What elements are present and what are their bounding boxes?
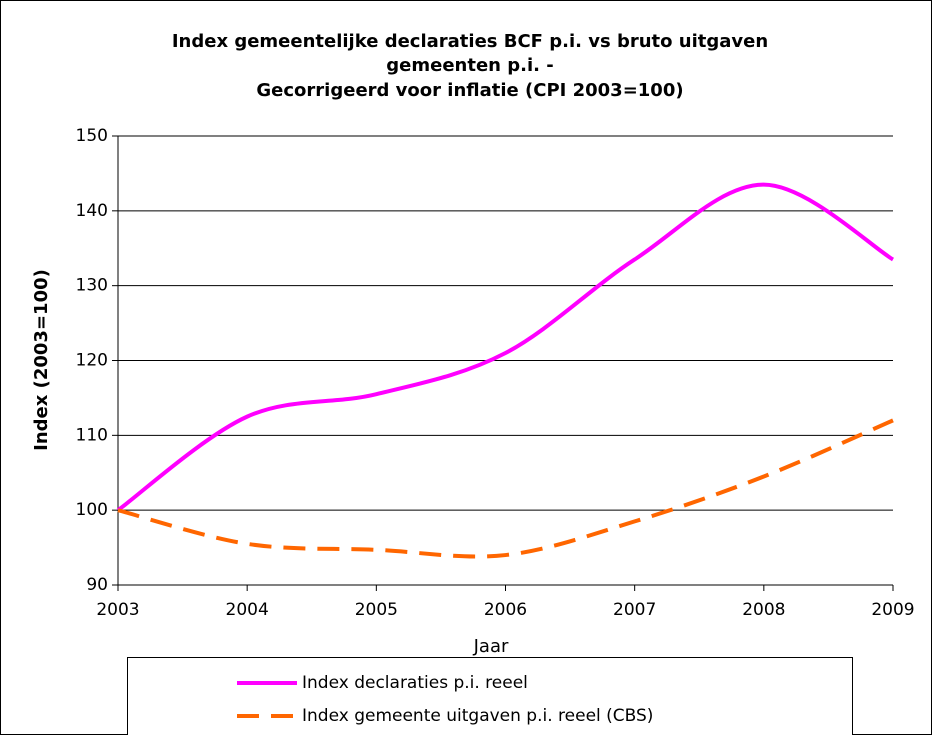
y-tick-label: 150 — [76, 126, 108, 146]
y-axis-label: Index (2003=100) — [31, 269, 52, 451]
chart-title: gemeenten p.i. - — [386, 55, 553, 76]
x-tick-label: 2008 — [742, 600, 785, 620]
chart-title: Gecorrigeerd voor inflatie (CPI 2003=100… — [256, 80, 683, 101]
x-tick-label: 2009 — [871, 600, 914, 620]
series-line — [116, 182, 895, 512]
legend-label: Index gemeente uitgaven p.i. reeel (CBS) — [302, 706, 653, 726]
x-tick-label: 2005 — [355, 600, 398, 620]
x-tick-label: 2006 — [484, 600, 527, 620]
y-tick-label: 90 — [86, 575, 108, 595]
y-tick-label: 130 — [76, 276, 108, 296]
x-tick-label: 2004 — [226, 600, 269, 620]
y-tick-label: 140 — [76, 201, 108, 221]
y-tick-label: 110 — [76, 425, 108, 445]
series-line — [117, 418, 894, 559]
x-axis-label: Jaar — [473, 636, 509, 657]
legend — [127, 657, 853, 735]
chart-title: Index gemeentelijke declaraties BCF p.i.… — [172, 31, 768, 52]
legend-label: Index declaraties p.i. reeel — [302, 673, 528, 693]
x-tick-label: 2003 — [96, 600, 139, 620]
y-tick-label: 120 — [76, 351, 108, 371]
y-tick-label: 100 — [76, 500, 108, 520]
x-tick-label: 2007 — [613, 600, 656, 620]
